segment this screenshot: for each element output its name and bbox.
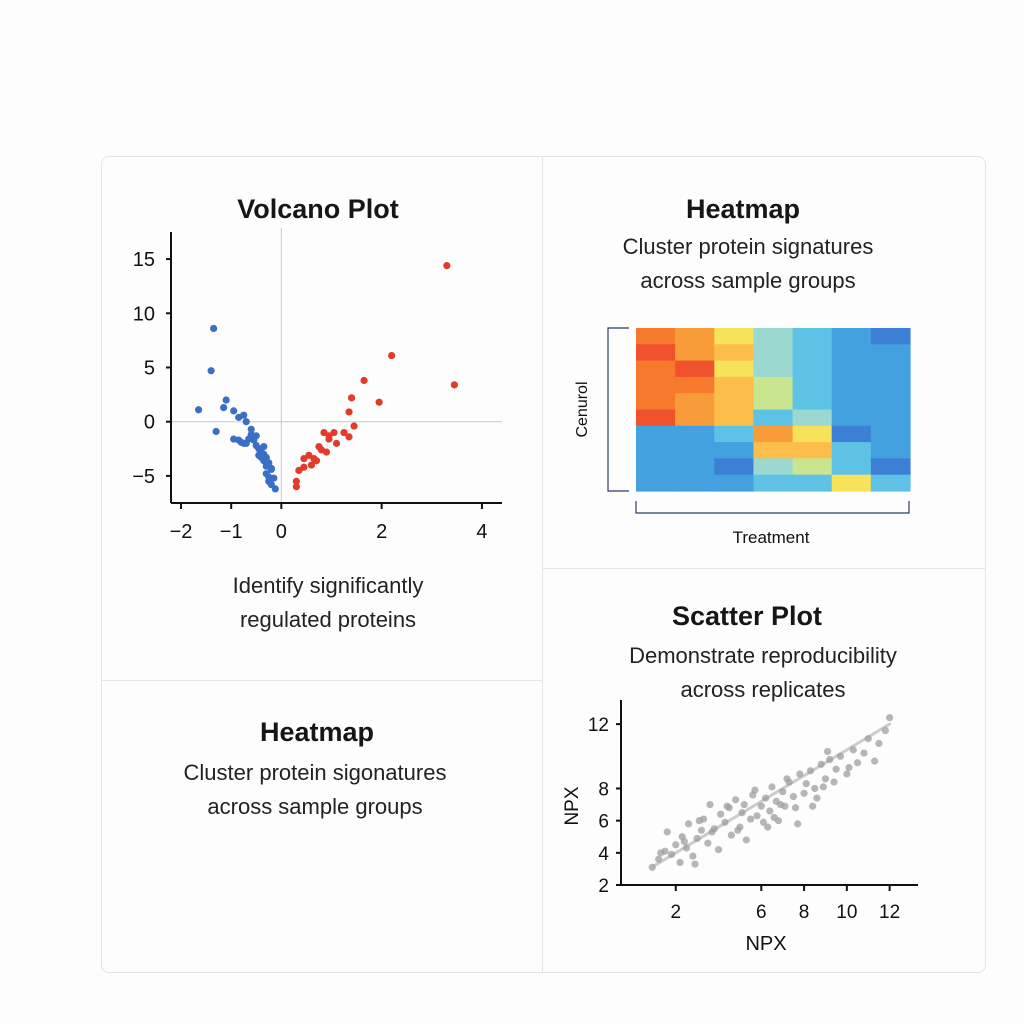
heatmap-subtitle-line1: Cluster protein signatures (622, 234, 874, 259)
heatmap-bottom-subtitle-line1: Cluster protein sigonatures (183, 760, 447, 785)
vertical-divider (542, 157, 543, 972)
scatter-subtitle-line1: Demonstrate reproducibility (629, 643, 897, 668)
left-horizontal-divider (102, 680, 542, 681)
heatmap-title: Heatmap (685, 194, 801, 224)
volcano-caption: Identify significantly regulated protein… (128, 569, 528, 637)
figure-card (101, 156, 986, 973)
heatmap-bottom-subtitle: Cluster protein sigonatures across sampl… (125, 756, 505, 824)
scatter-subtitle: Demonstrate reproducibility across repli… (573, 639, 953, 707)
volcano-caption-line1: Identify significantly (232, 573, 424, 598)
volcano-caption-line2: regulated proteins (239, 607, 417, 632)
scatter-title: Scatter Plot (671, 601, 823, 631)
heatmap-bottom-title: Heatmap (259, 717, 375, 747)
heatmap-bottom-subtitle-line2: across sample groups (207, 794, 423, 819)
right-horizontal-divider (543, 568, 985, 569)
heatmap-subtitle: Cluster protein signatures across sample… (558, 230, 938, 298)
scatter-subtitle-line2: across replicates (680, 677, 846, 702)
heatmap-subtitle-line2: across sample groups (640, 268, 856, 293)
volcano-title: Volcano Plot (237, 194, 399, 224)
